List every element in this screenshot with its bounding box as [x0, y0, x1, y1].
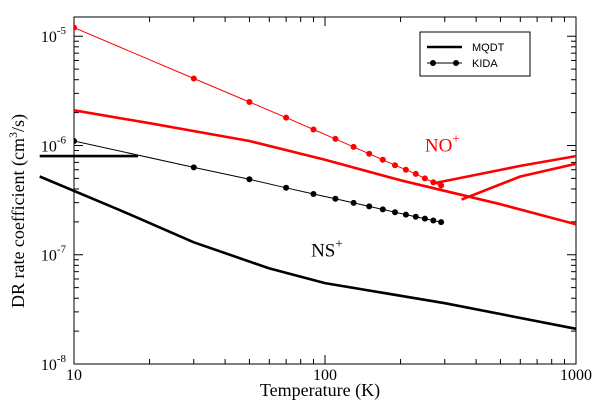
annotation-no-label: NO+ [425, 131, 460, 157]
series-layer [74, 24, 576, 226]
data-point-no-kida [283, 114, 290, 121]
data-point-ns-kida [246, 176, 253, 183]
data-point-no-kida [350, 143, 357, 150]
data-point-no-kida [366, 150, 373, 157]
data-point-no-kida [190, 75, 197, 82]
y-tick-exponent: -8 [57, 353, 67, 365]
data-point-ns-kida [430, 217, 437, 224]
annotation-ns-label: NS+ [311, 236, 343, 262]
legend: MQDT KIDA [419, 31, 531, 77]
series-line-no-mqdt-high-t-branch-1 [433, 154, 576, 185]
y-tick-label: 10-6 [41, 134, 67, 155]
series-line-no-kida [74, 27, 442, 186]
y-tick-base: 10 [41, 138, 57, 155]
y-axis-title-tail: /s) [8, 114, 29, 132]
annotation-sup: + [335, 236, 342, 251]
legend-kida-marker-left [430, 60, 436, 66]
data-point-ns-kida [366, 203, 373, 210]
annotation-text: NO [425, 136, 452, 157]
y-tick-base: 10 [41, 357, 57, 374]
data-point-ns-kida [332, 195, 339, 202]
data-point-ns-kida [421, 215, 428, 222]
y-tick-exponent: -6 [57, 134, 67, 146]
overflow-layer [39, 154, 577, 331]
legend-kida-marker-right [453, 60, 459, 66]
data-point-no-kida [332, 135, 339, 142]
data-point-no-kida [392, 162, 398, 169]
series-line-no-mqdt [74, 109, 576, 226]
data-point-no-kida [379, 156, 386, 163]
series-line-no-mqdt-high-t-branch-2 [461, 162, 576, 201]
y-axis-title-sup: 3 [6, 132, 20, 138]
y-tick-label: 10-5 [41, 25, 67, 46]
data-point-ns-kida [392, 209, 398, 216]
y-tick-exponent: -5 [57, 25, 67, 37]
y-axis-title: DR rate coefficient (cm3/s) [6, 114, 29, 308]
data-point-no-kida [412, 170, 419, 177]
legend-box [419, 31, 531, 77]
data-point-no-kida [421, 175, 428, 182]
data-point-ns-kida [412, 213, 419, 220]
y-axis-title-main: DR rate coefficient (cm [8, 138, 29, 308]
annotations: NO+NS+ [311, 131, 460, 262]
x-axis-title: Temperature (K) [260, 380, 380, 401]
data-point-no-kida [310, 126, 317, 133]
data-point-no-kida [402, 166, 409, 173]
x-tick-label: 1000 [560, 367, 592, 384]
annotation-sup: + [452, 131, 459, 146]
data-point-ns-kida [190, 164, 197, 171]
legend-mqdt-label: MQDT [472, 42, 505, 54]
data-point-no-kida [74, 24, 77, 31]
data-point-ns-kida [310, 191, 317, 197]
data-point-ns-kida [438, 219, 445, 226]
x-axis-ticks: 10 100 1000 [66, 17, 592, 384]
annotation-text: NS [311, 241, 335, 262]
x-tick-label: 100 [313, 367, 337, 384]
data-point-ns-kida [402, 211, 409, 218]
legend-kida-label: KIDA [472, 58, 498, 70]
x-tick-label: 10 [66, 367, 82, 384]
data-point-no-kida [438, 182, 445, 189]
series-line-ns-mqdt [39, 175, 577, 331]
y-tick-base: 10 [41, 248, 57, 265]
data-point-ns-kida [350, 199, 357, 206]
data-point-ns-kida [379, 206, 386, 213]
data-point-no-kida [430, 179, 437, 186]
y-tick-base: 10 [41, 29, 57, 46]
y-tick-label: 10-8 [41, 353, 67, 374]
data-point-ns-kida [74, 138, 77, 144]
y-axis-ticks: 10-810-710-610-5 [41, 25, 576, 374]
y-tick-exponent: -7 [57, 244, 67, 256]
y-tick-label: 10-7 [41, 244, 67, 265]
data-point-ns-kida [283, 184, 290, 191]
data-point-no-kida [246, 99, 253, 105]
series-line-ns-kida [74, 140, 442, 223]
